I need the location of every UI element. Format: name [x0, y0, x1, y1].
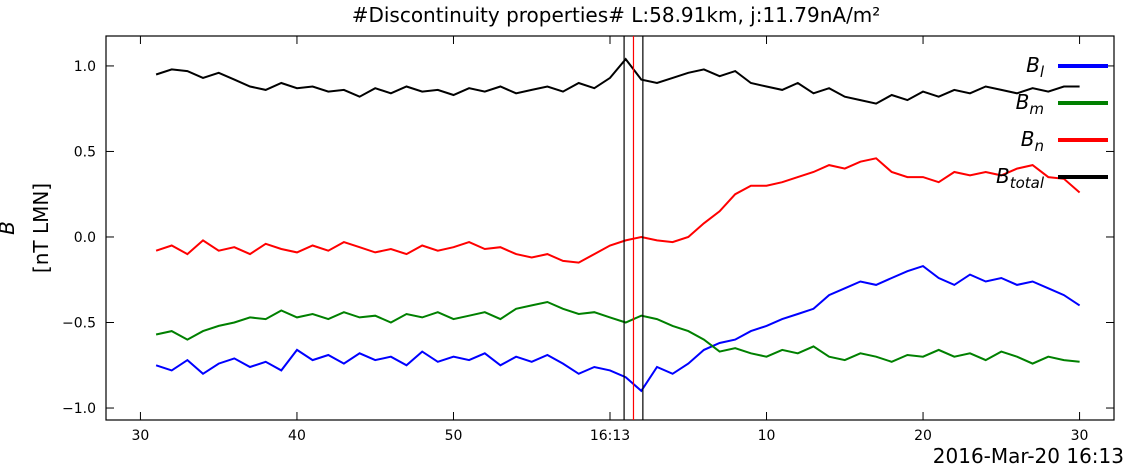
x-tick-label: 16:13 — [590, 428, 630, 444]
series-line — [155, 300, 1080, 365]
series-line — [155, 57, 1080, 105]
legend-label: Bm — [1016, 90, 1044, 118]
y-tick-label: 1.0 — [74, 59, 96, 75]
series-line — [155, 157, 1081, 264]
legend-label: Bl — [1026, 53, 1045, 81]
legend-label: Bn — [1021, 127, 1044, 155]
y-tick-label: −0.5 — [62, 316, 96, 332]
x-tick-label: 40 — [288, 428, 306, 444]
y-axis-label: [nT LMN] — [29, 183, 53, 273]
chart-title: #Discontinuity properties# L:58.91km, j:… — [352, 3, 881, 27]
y-axis-label: B — [0, 221, 19, 235]
y-tick-label: 0.0 — [74, 230, 96, 246]
x-tick-label: 50 — [445, 428, 463, 444]
series-line — [155, 264, 1081, 393]
x-tick-label: 30 — [1071, 428, 1089, 444]
x-axis-label: 2016-Mar-20 16:13 — [933, 444, 1124, 468]
x-tick-label: 30 — [132, 428, 150, 444]
y-tick-label: −1.0 — [62, 401, 96, 417]
legend-label: Btotal — [996, 164, 1045, 192]
x-tick-label: 10 — [758, 428, 776, 444]
plot-frame — [105, 35, 1115, 421]
x-tick-label: 20 — [914, 428, 932, 444]
y-tick-label: 0.5 — [74, 144, 96, 160]
